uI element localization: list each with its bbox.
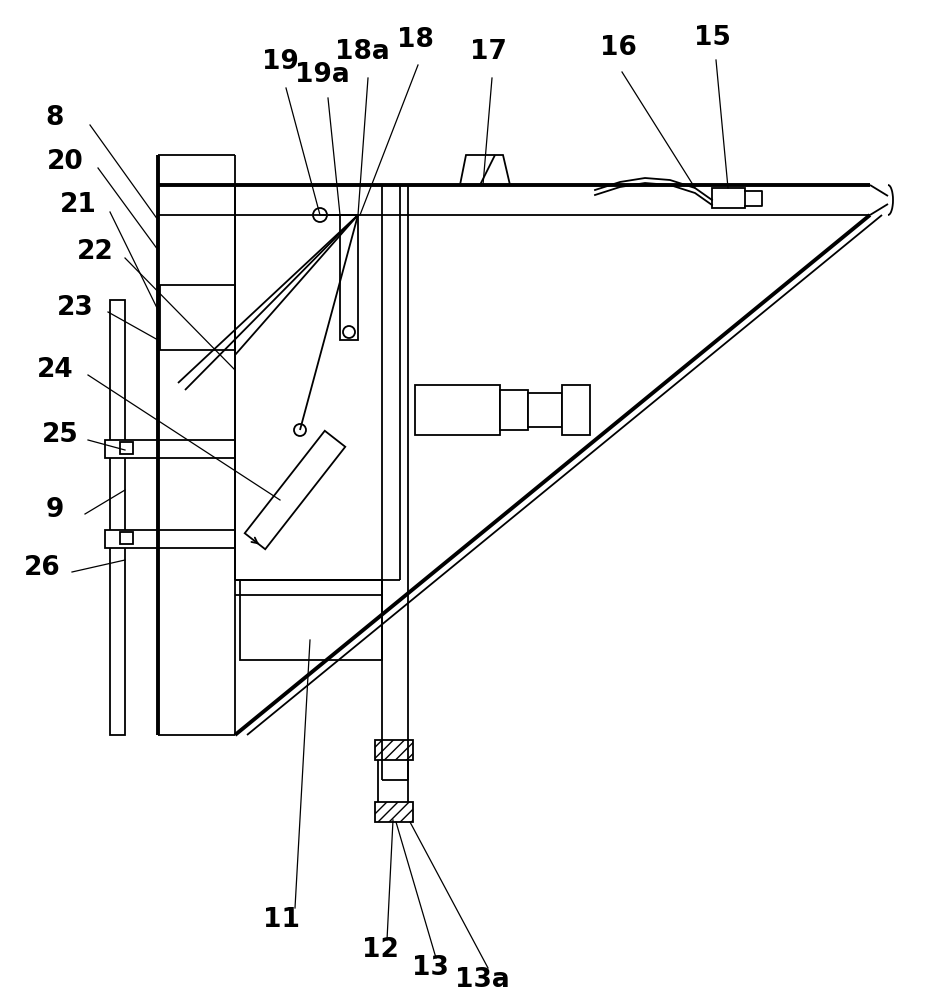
Bar [712, 188, 745, 208]
Text: 26: 26 [24, 555, 60, 581]
Text: 25: 25 [41, 422, 78, 448]
Bar [120, 532, 133, 544]
Text: 13a: 13a [455, 967, 510, 993]
Bar [110, 300, 125, 735]
Bar [500, 390, 528, 430]
Bar [415, 385, 500, 435]
Bar [375, 802, 413, 822]
Text: 20: 20 [46, 149, 84, 175]
Text: 24: 24 [37, 357, 73, 383]
Bar [105, 440, 235, 458]
Text: 18a: 18a [334, 39, 389, 65]
Text: 19: 19 [262, 49, 299, 75]
Polygon shape [460, 155, 510, 185]
Bar [562, 385, 590, 435]
Bar [340, 215, 358, 340]
Text: 17: 17 [469, 39, 507, 65]
Bar [528, 393, 562, 427]
Text: 13: 13 [412, 955, 448, 981]
Text: 12: 12 [362, 937, 398, 963]
Text: 19a: 19a [295, 62, 349, 88]
Text: 23: 23 [57, 295, 93, 321]
Bar [375, 740, 413, 760]
Bar [160, 285, 235, 350]
Bar [378, 750, 408, 820]
Text: 16: 16 [599, 35, 637, 61]
Text: 15: 15 [693, 25, 730, 51]
Bar [240, 580, 382, 660]
Text: 18: 18 [397, 27, 433, 53]
Text: 11: 11 [264, 907, 300, 933]
Text: 22: 22 [76, 239, 113, 265]
Bar [245, 431, 346, 549]
Text: 8: 8 [46, 105, 64, 131]
Bar [120, 442, 133, 454]
Bar [105, 530, 235, 548]
Text: 9: 9 [46, 497, 64, 523]
Text: 21: 21 [59, 192, 96, 218]
